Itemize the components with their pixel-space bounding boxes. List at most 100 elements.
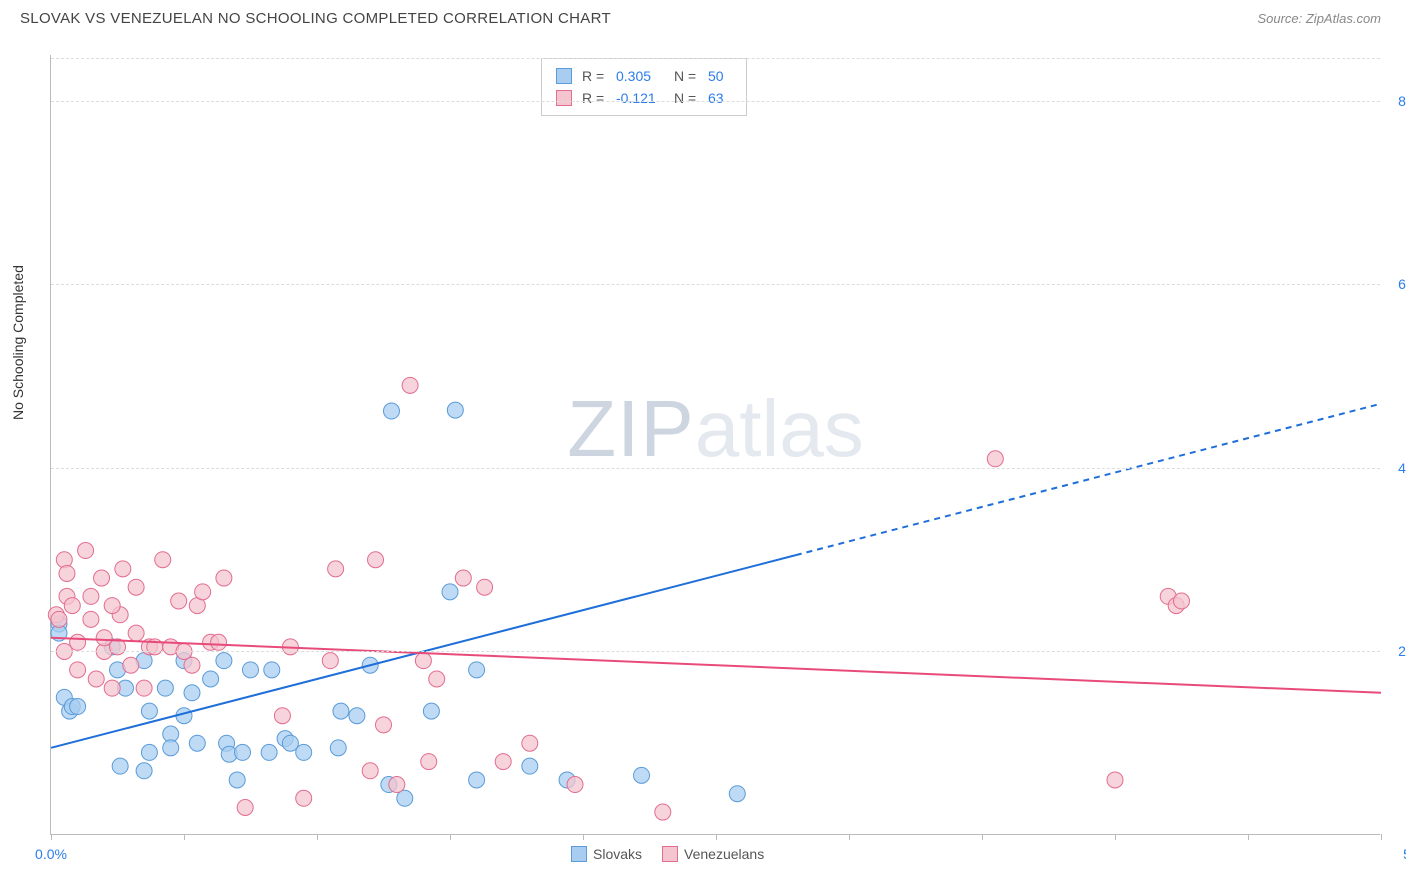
scatter-point — [522, 735, 538, 751]
legend-bottom-venezuelans: Venezuelans — [662, 846, 764, 862]
legend-swatch-slovaks-icon — [571, 846, 587, 862]
chart-plot-area: ZIPatlas R = 0.305 N = 50 R = -0.121 N =… — [50, 55, 1380, 835]
scatter-point — [216, 570, 232, 586]
legend-r-value-venezuelans: -0.121 — [616, 90, 664, 106]
grid-line — [51, 101, 1380, 102]
grid-line — [51, 651, 1380, 652]
scatter-point — [376, 717, 392, 733]
y-tick-label: 2.0% — [1385, 643, 1406, 659]
scatter-point — [163, 740, 179, 756]
y-tick-label: 8.0% — [1385, 93, 1406, 109]
scatter-point — [136, 763, 152, 779]
grid-line — [51, 284, 1380, 285]
scatter-point — [184, 685, 200, 701]
legend-bottom-venezuelans-label: Venezuelans — [684, 846, 764, 862]
scatter-point — [634, 767, 650, 783]
scatter-point — [397, 790, 413, 806]
y-tick-label: 4.0% — [1385, 460, 1406, 476]
scatter-svg — [51, 55, 1380, 834]
scatter-point — [333, 703, 349, 719]
scatter-point — [64, 598, 80, 614]
legend-swatch-venezuelans — [556, 90, 572, 106]
scatter-point — [264, 662, 280, 678]
scatter-point — [56, 552, 72, 568]
scatter-point — [70, 662, 86, 678]
scatter-point — [368, 552, 384, 568]
scatter-point — [415, 653, 431, 669]
scatter-point — [447, 402, 463, 418]
scatter-point — [203, 671, 219, 687]
legend-swatch-slovaks — [556, 68, 572, 84]
y-axis-label: No Schooling Completed — [10, 265, 26, 420]
chart-source: Source: ZipAtlas.com — [1257, 11, 1381, 26]
scatter-point — [455, 570, 471, 586]
scatter-point — [104, 598, 120, 614]
chart-title: SLOVAK VS VENEZUELAN NO SCHOOLING COMPLE… — [20, 10, 611, 27]
scatter-point — [362, 763, 378, 779]
scatter-point — [128, 625, 144, 641]
legend-bottom: Slovaks Venezuelans — [571, 846, 764, 862]
legend-stats-row-venezuelans: R = -0.121 N = 63 — [556, 87, 732, 109]
legend-n-value-slovaks: 50 — [708, 68, 732, 84]
legend-swatch-venezuelans-icon — [662, 846, 678, 862]
scatter-point — [88, 671, 104, 687]
scatter-point — [104, 680, 120, 696]
x-tick-label: 0.0% — [35, 846, 67, 862]
legend-stats-box: R = 0.305 N = 50 R = -0.121 N = 63 — [541, 58, 747, 116]
scatter-point — [171, 593, 187, 609]
scatter-point — [51, 611, 67, 627]
scatter-point — [296, 790, 312, 806]
scatter-point — [237, 799, 253, 815]
legend-stats-row-slovaks: R = 0.305 N = 50 — [556, 65, 732, 87]
scatter-point — [211, 634, 227, 650]
grid-line — [51, 468, 1380, 469]
scatter-point — [70, 634, 86, 650]
scatter-point — [423, 703, 439, 719]
scatter-point — [94, 570, 110, 586]
x-tick — [982, 834, 983, 840]
scatter-point — [155, 552, 171, 568]
scatter-point — [157, 680, 173, 696]
x-tick — [716, 834, 717, 840]
legend-bottom-slovaks: Slovaks — [571, 846, 642, 862]
x-tick — [1248, 834, 1249, 840]
legend-n-value-venezuelans: 63 — [708, 90, 732, 106]
scatter-point — [383, 403, 399, 419]
scatter-point — [229, 772, 245, 788]
scatter-point — [567, 777, 583, 793]
x-tick — [849, 834, 850, 840]
x-tick — [450, 834, 451, 840]
scatter-point — [729, 786, 745, 802]
scatter-point — [274, 708, 290, 724]
legend-bottom-slovaks-label: Slovaks — [593, 846, 642, 862]
scatter-point — [115, 561, 131, 577]
scatter-point — [330, 740, 346, 756]
scatter-point — [1107, 772, 1123, 788]
scatter-point — [349, 708, 365, 724]
legend-r-label: R = — [582, 90, 606, 106]
x-tick — [1381, 834, 1382, 840]
scatter-point — [78, 543, 94, 559]
scatter-point — [402, 377, 418, 393]
legend-n-label: N = — [674, 68, 698, 84]
scatter-point — [70, 699, 86, 715]
scatter-point — [123, 657, 139, 673]
scatter-point — [136, 680, 152, 696]
scatter-point — [477, 579, 493, 595]
scatter-point — [83, 611, 99, 627]
y-tick-label: 6.0% — [1385, 276, 1406, 292]
x-tick — [583, 834, 584, 840]
chart-header: SLOVAK VS VENEZUELAN NO SCHOOLING COMPLE… — [0, 0, 1406, 35]
scatter-point — [141, 744, 157, 760]
regression-line-dashed — [796, 404, 1381, 555]
scatter-point — [442, 584, 458, 600]
scatter-point — [128, 579, 144, 595]
scatter-point — [987, 451, 1003, 467]
scatter-point — [216, 653, 232, 669]
scatter-point — [112, 758, 128, 774]
legend-n-label: N = — [674, 90, 698, 106]
scatter-point — [655, 804, 671, 820]
scatter-point — [328, 561, 344, 577]
scatter-point — [1174, 593, 1190, 609]
scatter-point — [261, 744, 277, 760]
